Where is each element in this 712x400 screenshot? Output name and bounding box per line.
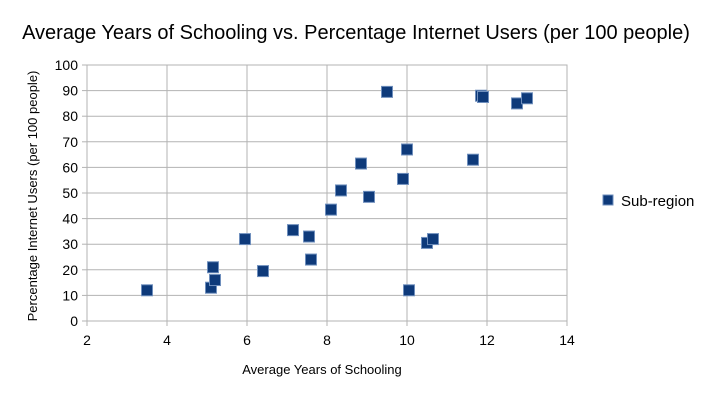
y-tick-label: 50 (62, 185, 78, 201)
data-point (403, 284, 415, 297)
y-tick-label: 60 (62, 159, 78, 175)
plot-frame (86, 64, 568, 322)
y-axis-label: Percentage Internet Users (per 100 peopl… (25, 71, 40, 322)
x-tick-label: 2 (83, 332, 91, 348)
x-tick-label: 10 (399, 332, 415, 348)
data-point (287, 224, 299, 237)
y-tick-label: 30 (62, 236, 78, 252)
x-tick-labels: 2 4 6 8 10 12 14 (83, 332, 575, 348)
legend-swatch (602, 194, 614, 206)
data-point (381, 85, 393, 98)
data-point (209, 274, 221, 287)
y-tick-label: 10 (62, 287, 78, 303)
legend: Sub-region (602, 193, 694, 210)
y-tick-labels: 0 10 20 30 40 50 60 70 80 90 100 (55, 57, 79, 329)
data-point (521, 92, 533, 105)
data-point (257, 265, 269, 278)
data-point (335, 184, 347, 197)
data-point (305, 253, 317, 266)
y-tick-label: 0 (70, 313, 78, 329)
data-point (239, 233, 251, 246)
data-point (325, 203, 337, 216)
y-tick-label: 70 (62, 134, 78, 150)
x-tick-label: 12 (479, 332, 495, 348)
x-tick-label: 4 (163, 332, 171, 348)
axes (82, 64, 568, 326)
data-point (303, 230, 315, 243)
y-tick-label: 20 (62, 262, 78, 278)
data-point (207, 261, 219, 274)
legend-label-sub-region: Sub-region (621, 193, 694, 210)
y-tick-label: 40 (62, 211, 78, 227)
data-point (355, 157, 367, 170)
data-point (363, 190, 375, 203)
y-tick-label: 100 (55, 57, 79, 73)
data-point (477, 91, 489, 103)
x-tick-label: 6 (243, 332, 251, 348)
data-points (141, 85, 533, 297)
data-point (511, 97, 523, 110)
data-point (141, 284, 153, 297)
y-tick-label: 90 (62, 83, 78, 99)
data-point (401, 143, 413, 156)
x-axis-label: Average Years of Schooling (242, 362, 402, 377)
x-tick-label: 14 (559, 332, 575, 348)
y-tick-label: 80 (62, 108, 78, 124)
data-point (397, 172, 409, 185)
chart-title: Average Years of Schooling vs. Percentag… (22, 22, 690, 44)
grid-lines (86, 64, 568, 322)
data-point (427, 233, 439, 246)
data-point (467, 153, 479, 166)
x-tick-label: 8 (323, 332, 331, 348)
